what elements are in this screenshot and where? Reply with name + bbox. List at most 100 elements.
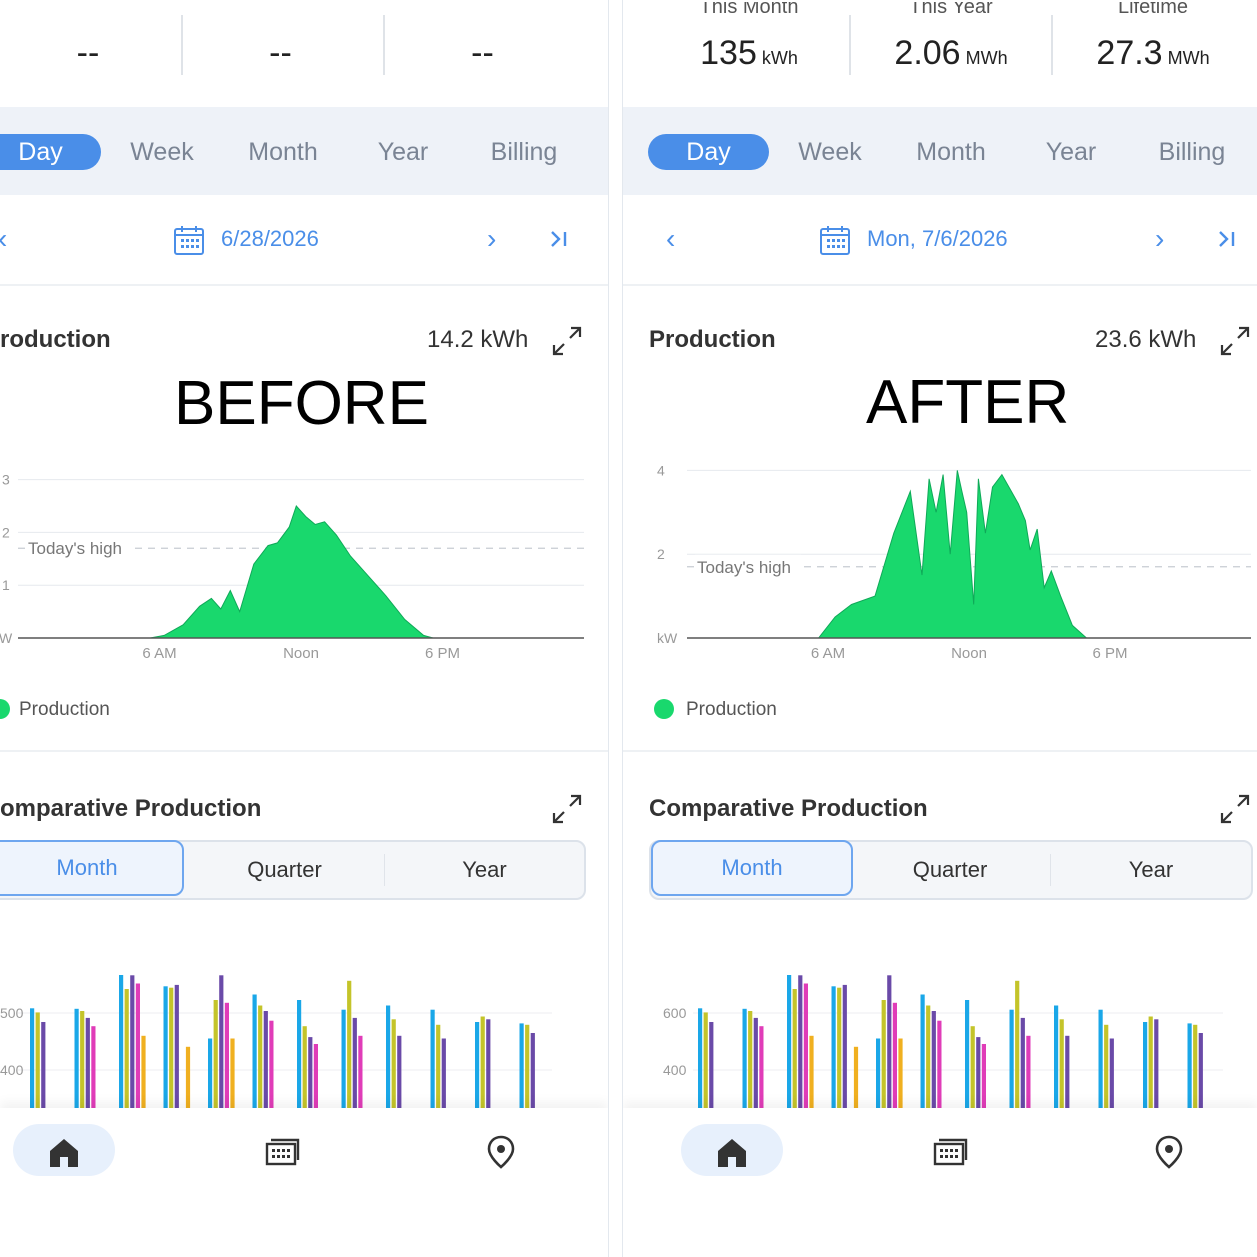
segment-month[interactable]: Month bbox=[651, 840, 853, 896]
comparison-bar bbox=[269, 1020, 274, 1110]
todays-high-label-bg bbox=[695, 554, 801, 577]
stat-number: 2.06 bbox=[894, 34, 961, 72]
comparison-bar bbox=[480, 1016, 485, 1110]
tab-month[interactable]: Month bbox=[916, 138, 986, 166]
comparison-bar bbox=[169, 987, 174, 1110]
comparison-bar bbox=[1187, 1023, 1192, 1110]
comparison-bar bbox=[297, 1000, 302, 1110]
segment-quarter[interactable]: Quarter bbox=[912, 857, 988, 882]
comparison-bar bbox=[519, 1023, 524, 1110]
comparative-bar-chart: 400 500 bbox=[0, 975, 552, 1110]
stat-this-year: -- bbox=[183, 0, 383, 107]
stat-value: 135 kWh bbox=[649, 34, 849, 73]
tab-billing[interactable]: Billing bbox=[1158, 138, 1226, 166]
comparison-bar bbox=[224, 1002, 229, 1110]
y-tick-label: 600 bbox=[663, 1005, 687, 1021]
date-navigator: ‹ Mon, 7/6/2026 › bbox=[623, 196, 1257, 286]
comparison-bar bbox=[1104, 1024, 1109, 1110]
comparison-bar bbox=[709, 1022, 714, 1110]
expand-icon[interactable] bbox=[551, 325, 583, 357]
legend-swatch bbox=[654, 699, 674, 719]
bottom-navigation bbox=[623, 1108, 1257, 1257]
stat-divider bbox=[849, 15, 851, 75]
segment-quarter[interactable]: Quarter bbox=[247, 857, 322, 882]
panel-gutter bbox=[609, 0, 622, 1257]
segment-month[interactable]: Month bbox=[0, 840, 184, 896]
comparison-bar bbox=[970, 1026, 975, 1110]
production-area-chart: 2 4 kW Today's high 6 AM Noon 6 PM bbox=[657, 462, 1251, 662]
comparison-bar bbox=[80, 1011, 85, 1110]
next-day-button[interactable]: › bbox=[487, 223, 497, 254]
next-day-button[interactable]: › bbox=[1155, 223, 1165, 254]
calendar-icon[interactable] bbox=[819, 224, 851, 256]
comparison-bar bbox=[397, 1035, 402, 1110]
date-navigator: ‹ 6/28/2026 › bbox=[0, 196, 608, 286]
comparison-bar bbox=[831, 986, 836, 1110]
last-day-icon[interactable] bbox=[1216, 229, 1238, 249]
stat-this-month: This Month 135 kWh bbox=[649, 0, 849, 107]
dashboard-icon[interactable] bbox=[264, 1134, 300, 1170]
segment-separator bbox=[384, 854, 385, 886]
expand-icon[interactable] bbox=[551, 793, 583, 825]
y-tick-label: 500 bbox=[0, 1005, 24, 1021]
y-tick-label: 2 bbox=[657, 546, 665, 562]
section-divider bbox=[623, 750, 1257, 752]
comparison-bar bbox=[436, 1024, 441, 1110]
production-area-chart: 1 2 3 kW Today's high 6 AM Noon 6 PM bbox=[0, 472, 584, 662]
expand-icon[interactable] bbox=[1219, 793, 1251, 825]
tab-day[interactable]: Day bbox=[648, 134, 769, 170]
last-day-icon[interactable] bbox=[548, 229, 570, 249]
comparison-bar bbox=[124, 989, 129, 1110]
date-label[interactable]: 6/28/2026 bbox=[221, 226, 319, 251]
home-icon[interactable] bbox=[714, 1134, 750, 1170]
comparison-bar bbox=[313, 1044, 318, 1110]
tab-day[interactable]: Day bbox=[0, 134, 101, 170]
comparison-bar bbox=[430, 1009, 435, 1110]
location-pin-icon[interactable] bbox=[1151, 1134, 1187, 1170]
comparison-caption: BEFORE bbox=[174, 369, 429, 438]
stat-value: -- bbox=[0, 34, 181, 73]
location-pin-icon[interactable] bbox=[483, 1134, 519, 1170]
todays-high-label: Today's high bbox=[697, 558, 791, 577]
prev-day-button[interactable]: ‹ bbox=[666, 223, 676, 254]
tab-month[interactable]: Month bbox=[248, 138, 318, 166]
comparison-bar bbox=[1026, 1035, 1031, 1110]
calendar-icon[interactable] bbox=[173, 224, 205, 256]
tab-week[interactable]: Week bbox=[130, 138, 194, 166]
comparison-bar bbox=[230, 1038, 235, 1110]
tab-year[interactable]: Year bbox=[1045, 138, 1097, 166]
y-axis-unit: kW bbox=[657, 630, 678, 646]
x-tick-label: Noon bbox=[283, 645, 319, 662]
todays-high-label: Today's high bbox=[28, 539, 122, 558]
dashboard-icon[interactable] bbox=[932, 1134, 968, 1170]
comparison-bar bbox=[792, 989, 797, 1110]
stat-divider bbox=[1051, 15, 1053, 75]
tab-billing[interactable]: Billing bbox=[490, 138, 558, 166]
comparison-bar bbox=[1198, 1033, 1203, 1110]
comparison-bar bbox=[1009, 1009, 1014, 1110]
comparison-bar bbox=[347, 980, 352, 1110]
comparison-bar bbox=[208, 1038, 213, 1110]
tab-week[interactable]: Week bbox=[798, 138, 862, 166]
comparison-bar bbox=[1193, 1024, 1198, 1110]
segment-year[interactable]: Year bbox=[1128, 857, 1174, 882]
home-icon[interactable] bbox=[46, 1134, 82, 1170]
comparison-bar bbox=[892, 1002, 897, 1110]
comparison-bar bbox=[85, 1017, 90, 1110]
tab-year[interactable]: Year bbox=[377, 138, 429, 166]
comparison-bar bbox=[1143, 1022, 1148, 1110]
segment-year[interactable]: Year bbox=[462, 857, 507, 882]
comparison-bar bbox=[302, 1026, 307, 1110]
comparison-bar bbox=[965, 1000, 970, 1110]
stat-lifetime: -- bbox=[385, 0, 585, 107]
period-tabs: Day Week Month Year Billing bbox=[623, 107, 1257, 195]
section-divider bbox=[0, 750, 608, 752]
expand-icon[interactable] bbox=[1219, 325, 1251, 357]
comparison-bar bbox=[809, 1035, 814, 1110]
comparison-bar bbox=[787, 975, 792, 1110]
prev-day-button[interactable]: ‹ bbox=[0, 224, 7, 254]
date-label[interactable]: Mon, 7/6/2026 bbox=[867, 226, 1008, 251]
comparison-bar bbox=[341, 1009, 346, 1110]
comparison-bar bbox=[881, 1000, 886, 1110]
comparison-bar bbox=[135, 983, 140, 1110]
